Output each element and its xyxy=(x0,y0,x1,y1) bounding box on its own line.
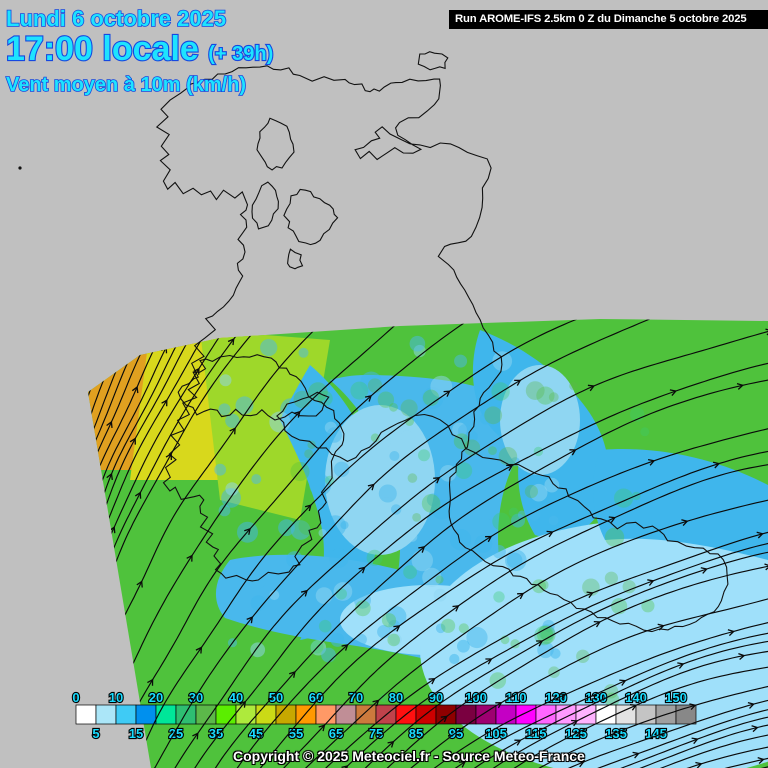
svg-text:15: 15 xyxy=(129,726,143,741)
svg-text:55: 55 xyxy=(289,726,303,741)
svg-text:100: 100 xyxy=(465,690,487,705)
svg-text:110: 110 xyxy=(506,690,527,705)
svg-text:10: 10 xyxy=(109,690,123,705)
svg-text:20: 20 xyxy=(149,690,163,705)
svg-text:135: 135 xyxy=(605,726,627,741)
svg-text:65: 65 xyxy=(329,726,343,741)
svg-text:0: 0 xyxy=(72,690,79,705)
svg-text:60: 60 xyxy=(309,690,323,705)
svg-text:45: 45 xyxy=(249,726,263,741)
svg-text:50: 50 xyxy=(269,690,283,705)
svg-text:70: 70 xyxy=(349,690,363,705)
svg-text:30: 30 xyxy=(189,690,203,705)
svg-text:85: 85 xyxy=(409,726,423,741)
svg-text:5: 5 xyxy=(92,726,99,741)
